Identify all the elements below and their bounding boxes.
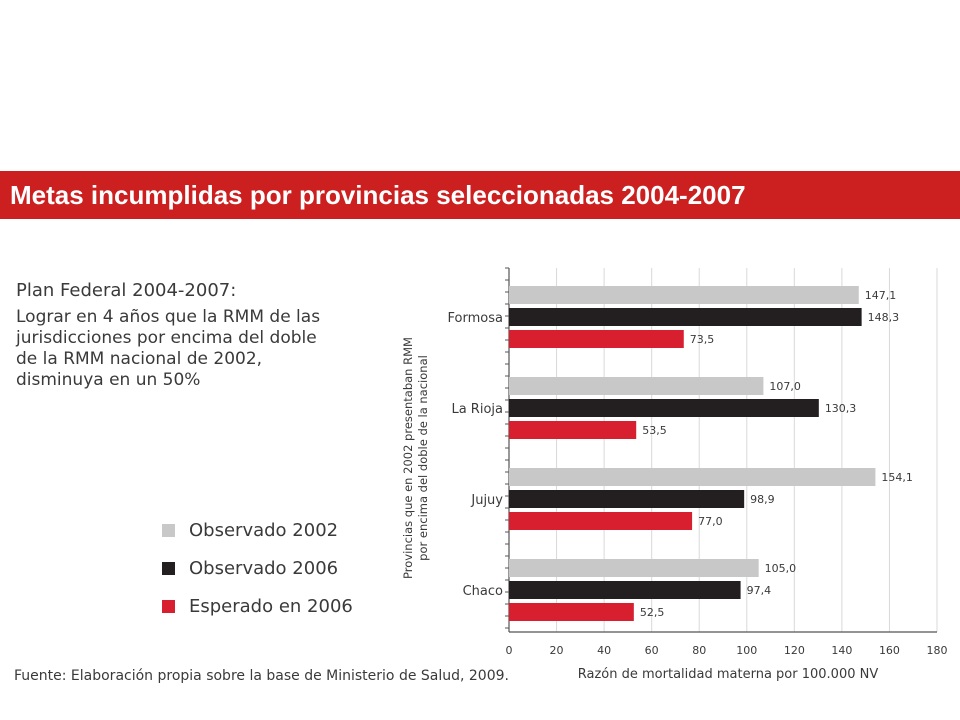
page-title: Metas incumplidas por provincias selecci…: [10, 179, 746, 210]
data-label: 52,5: [640, 606, 665, 619]
x-tick-label: 100: [736, 644, 757, 657]
category-label: Jujuy: [470, 493, 503, 508]
data-label: 107,0: [769, 380, 801, 393]
plan-line: disminuya en un 50%: [16, 370, 201, 390]
bar: [509, 581, 741, 599]
legend-swatch: [162, 561, 175, 575]
bar: [509, 468, 876, 486]
title-bar: Metas incumplidas por provincias selecci…: [0, 171, 960, 219]
legend-label: Observado 2006: [189, 557, 339, 579]
bar: [509, 559, 759, 577]
plan-line: Lograr en 4 años que la RMM de las: [16, 307, 321, 327]
legend-swatch: [162, 523, 175, 537]
data-label: 53,5: [642, 424, 667, 437]
legend-item: Observado 2002: [162, 519, 353, 541]
bar: [509, 512, 693, 530]
bar: [509, 399, 819, 417]
data-label: 98,9: [750, 493, 775, 506]
category-label: Chaco: [463, 584, 503, 599]
x-tick-label: 60: [645, 644, 659, 657]
bar: [509, 308, 862, 326]
bar: [509, 421, 637, 439]
bar: [509, 490, 745, 508]
category-label: La Rioja: [451, 402, 503, 417]
data-label: 77,0: [698, 515, 723, 528]
legend-item: Esperado en 2006: [162, 595, 353, 617]
source-note: Fuente: Elaboración propia sobre la base…: [14, 668, 509, 684]
x-tick-label: 40: [597, 644, 611, 657]
legend-label: Esperado en 2006: [189, 595, 353, 617]
x-tick-label: 140: [831, 644, 852, 657]
data-label: 73,5: [690, 333, 715, 346]
data-label: 130,3: [825, 402, 857, 415]
data-label: 97,4: [747, 584, 772, 597]
x-tick-label: 80: [692, 644, 706, 657]
bar: [509, 603, 634, 621]
x-tick-label: 20: [550, 644, 564, 657]
bar: [509, 377, 764, 395]
plan-description: Plan Federal 2004-2007: Lograr en 4 años…: [16, 280, 366, 391]
data-label: 148,3: [868, 311, 900, 324]
x-tick-label: 0: [506, 644, 513, 657]
x-tick-label: 180: [927, 644, 948, 657]
chart-legend: Observado 2002 Observado 2006 Esperado e…: [162, 520, 353, 634]
y-axis-title-line: Provincias que en 2002 presentaban RMM: [401, 337, 415, 579]
y-axis-title-line: por encima del doble de la nacional: [416, 355, 430, 561]
legend-swatch: [162, 599, 175, 613]
data-label: 105,0: [765, 562, 797, 575]
plan-title: Plan Federal 2004-2007:: [16, 280, 237, 301]
x-axis-title: Razón de mortalidad materna por 100.000 …: [578, 667, 879, 682]
legend-label: Observado 2002: [189, 519, 339, 541]
bar-chart: 0 20 40 60 80 100 120 140 160 180 147,1 148,3 73,5 Fo…: [401, 267, 948, 682]
data-label: 154,1: [881, 471, 913, 484]
plan-line: jurisdicciones por encima del doble: [16, 328, 317, 348]
category-label: Formosa: [448, 311, 503, 326]
data-label: 147,1: [865, 289, 897, 302]
bar: [509, 286, 859, 304]
plan-text: Lograr en 4 años que la RMM de las juris…: [16, 307, 366, 391]
x-tick-label: 120: [784, 644, 805, 657]
legend-item: Observado 2006: [162, 557, 353, 579]
bar: [509, 330, 684, 348]
x-tick-label: 160: [879, 644, 900, 657]
plan-line: de la RMM nacional de 2002,: [16, 349, 263, 369]
